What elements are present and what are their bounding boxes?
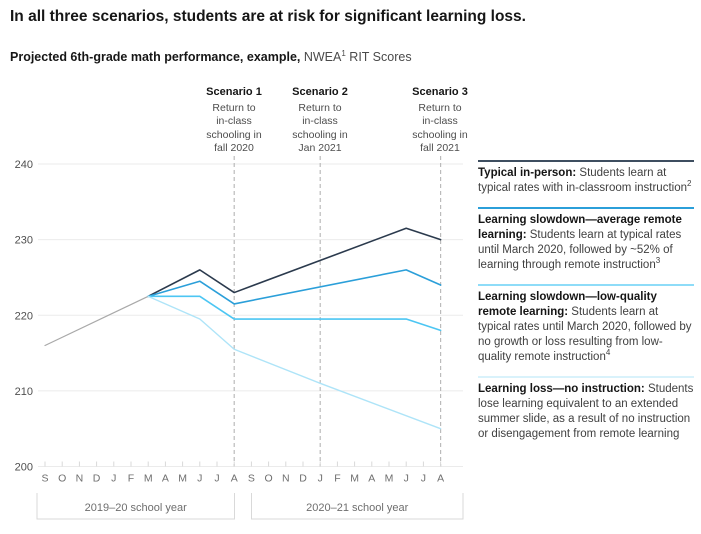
scenario-2-line: schooling in bbox=[292, 128, 348, 141]
scenario-1-line: in-class bbox=[216, 115, 252, 127]
footnote-ref-1: 1 bbox=[341, 48, 346, 58]
scenario-3-line: in-class bbox=[422, 115, 458, 127]
school-year-bracket bbox=[36, 493, 235, 520]
scenario-3-line: schooling in bbox=[412, 128, 468, 141]
legend-item-average-remote: Learning slowdown—average remote learnin… bbox=[478, 207, 694, 273]
x-axis-month-label: D bbox=[299, 473, 307, 485]
x-axis-month-label: A bbox=[437, 473, 444, 485]
x-axis-month-label: S bbox=[41, 473, 48, 485]
chart-subtitle: Projected 6th-grade math performance, ex… bbox=[10, 48, 570, 64]
x-axis-month-label: S bbox=[248, 473, 255, 485]
x-axis-month-label: D bbox=[93, 473, 101, 485]
x-axis-month-label: J bbox=[214, 473, 219, 485]
school-year-label: 2019–20 school year bbox=[85, 502, 187, 514]
scenario-2-header: Scenario 2 Return to in-class schooling … bbox=[268, 86, 372, 156]
series-line bbox=[147, 295, 442, 430]
x-axis-month-label: J bbox=[197, 473, 202, 485]
subtitle-rest: RIT Scores bbox=[345, 50, 412, 64]
y-axis-tick-label: 210 bbox=[15, 386, 33, 398]
scenario-2-title: Scenario 2 bbox=[292, 86, 348, 98]
footnote-ref-3: 3 bbox=[655, 256, 661, 266]
scenario-2-line: Return to bbox=[298, 101, 342, 114]
scenario-1-line: fall 2020 bbox=[214, 142, 254, 154]
scenario-1-title: Scenario 1 bbox=[206, 86, 262, 98]
legend-term: Learning loss—no instruction: bbox=[478, 383, 645, 395]
y-axis-tick-label: 200 bbox=[15, 462, 33, 474]
legend-description: Students learn at typical rates until Ma… bbox=[478, 229, 682, 271]
subtitle-bold: Projected 6th-grade math performance, ex… bbox=[10, 50, 301, 64]
y-axis-tick-label: 240 bbox=[15, 159, 33, 171]
scenario-3-line: fall 2021 bbox=[420, 142, 460, 154]
x-axis-month-label: M bbox=[144, 473, 153, 485]
legend-description: Students lose learning equivalent to an … bbox=[478, 383, 694, 440]
legend-description: Students learn at typical rates until Ma… bbox=[478, 306, 692, 363]
scenario-1-header: Scenario 1 Return to in-class schooling … bbox=[182, 86, 286, 156]
x-axis-month-label: N bbox=[282, 473, 290, 485]
scenario-2-line: Jan 2021 bbox=[298, 142, 342, 154]
x-axis-month-label: M bbox=[350, 473, 359, 485]
x-axis-month-label: J bbox=[404, 473, 409, 485]
series-line bbox=[147, 295, 442, 332]
legend-item-low-quality-remote: Learning slowdown—low-quality remote lea… bbox=[478, 284, 694, 365]
x-axis-month-label: A bbox=[231, 473, 238, 485]
footnote-ref-2: 2 bbox=[687, 179, 692, 189]
scenario-1-line: schooling in bbox=[206, 128, 262, 141]
scenario-2-line: in-class bbox=[302, 115, 338, 127]
series-line bbox=[147, 227, 442, 298]
x-axis-month-label: M bbox=[178, 473, 187, 485]
legend-term: Typical in-person: bbox=[478, 167, 577, 179]
series-line bbox=[147, 269, 442, 305]
subtitle-org: NWEA bbox=[300, 50, 342, 64]
scenario-3-header: Scenario 3 Return to in-class schooling … bbox=[388, 86, 492, 156]
x-axis-month-label: J bbox=[421, 473, 426, 485]
legend-term: Learning slowdown—low-quality remote lea… bbox=[478, 291, 657, 318]
legend-description: Students learn at typical rates with in-… bbox=[478, 167, 687, 194]
y-axis-tick-label: 220 bbox=[15, 310, 33, 322]
scenario-3-line: Return to bbox=[418, 101, 462, 114]
legend: Typical in-person: Students learn at typ… bbox=[478, 160, 694, 453]
x-axis-month-label: M bbox=[385, 473, 394, 485]
series-line bbox=[44, 295, 149, 347]
legend-item-no-instruction: Learning loss—no instruction: Students l… bbox=[478, 376, 694, 442]
x-axis-month-label: J bbox=[318, 473, 323, 485]
y-axis-tick-label: 230 bbox=[15, 235, 33, 247]
school-year-bracket bbox=[251, 493, 464, 520]
x-axis-month-label: J bbox=[111, 473, 116, 485]
school-year-label: 2020–21 school year bbox=[306, 502, 408, 514]
x-axis-month-label: F bbox=[334, 473, 340, 485]
x-axis-month-label: F bbox=[128, 473, 134, 485]
page-title: In all three scenarios, students are at … bbox=[10, 8, 526, 25]
x-axis-month-label: O bbox=[265, 473, 273, 485]
x-axis-month-label: N bbox=[76, 473, 84, 485]
legend-item-typical-in-person: Typical in-person: Students learn at typ… bbox=[478, 160, 694, 196]
x-axis-month-label: A bbox=[162, 473, 169, 485]
x-axis-month-label: O bbox=[58, 473, 66, 485]
scenario-3-title: Scenario 3 bbox=[412, 86, 468, 98]
x-axis-month-label: A bbox=[368, 473, 375, 485]
footnote-ref-4: 4 bbox=[605, 348, 611, 358]
legend-term: Learning slowdown—average remote learnin… bbox=[478, 214, 682, 241]
scenario-1-line: Return to bbox=[212, 101, 256, 114]
